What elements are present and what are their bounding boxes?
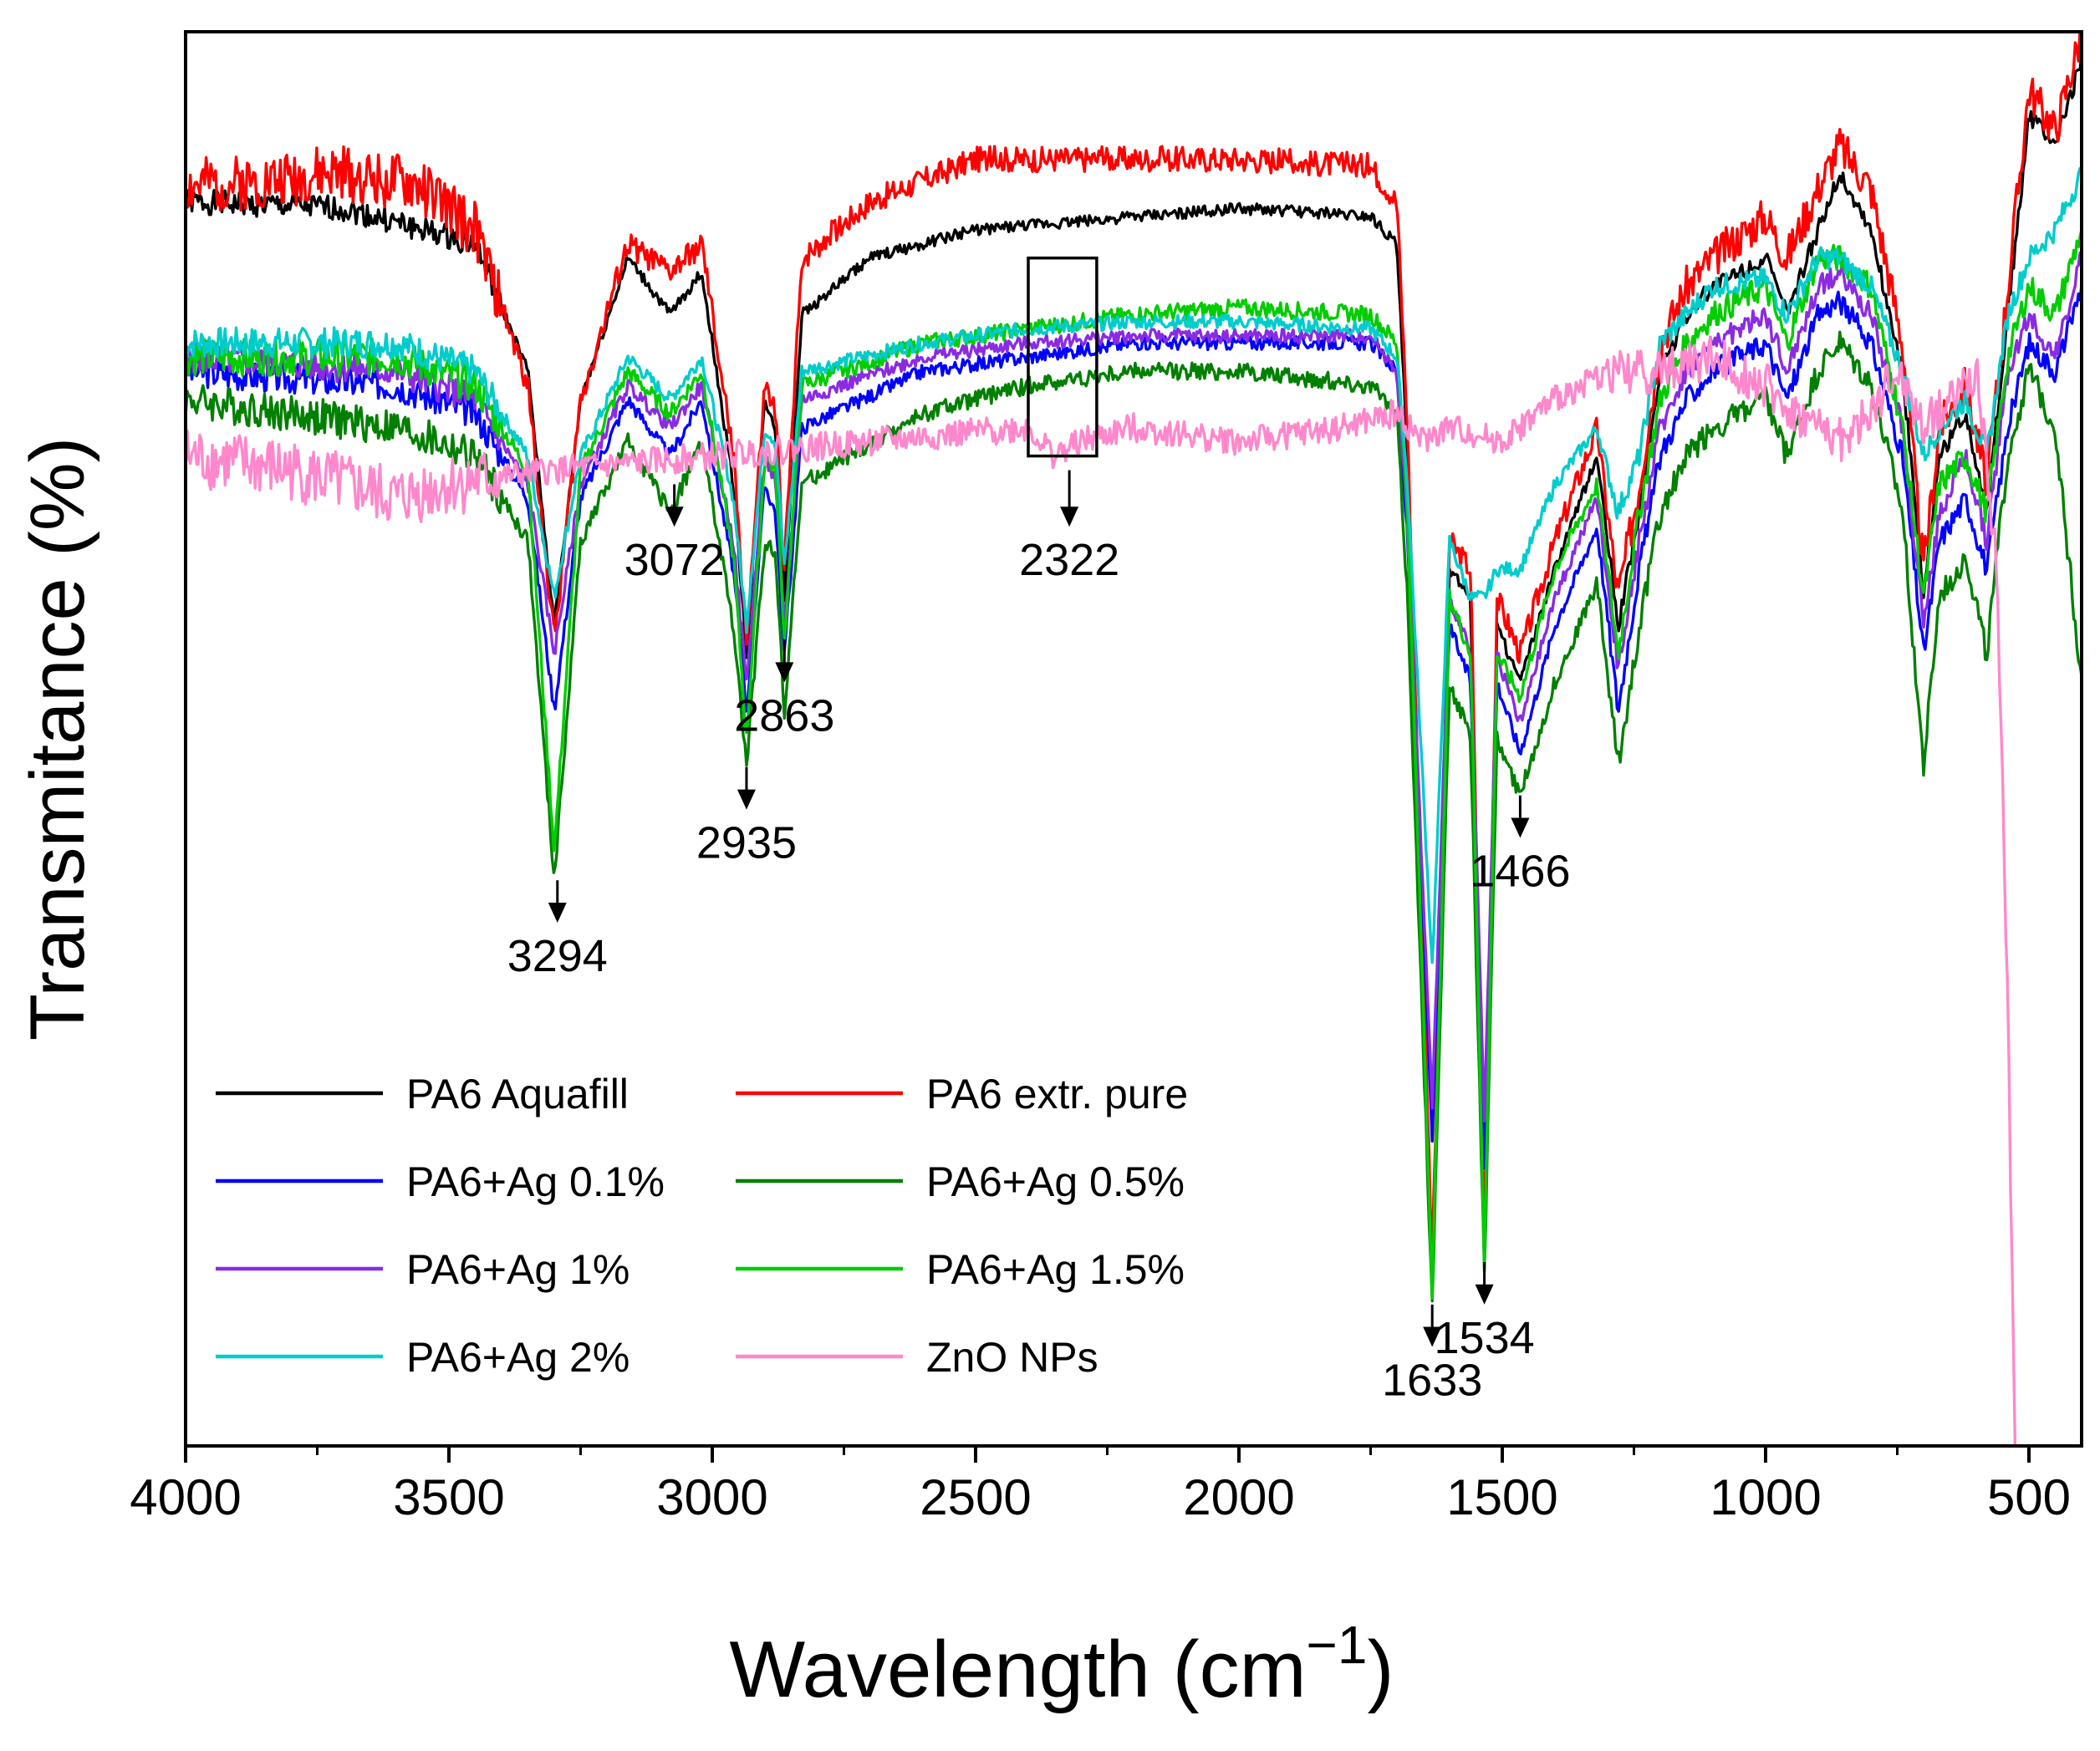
legend-entry: PA6 Aquafill	[216, 1071, 629, 1117]
peak-annotation-2863: 2863	[734, 639, 834, 741]
peak-label: 3072	[624, 535, 725, 585]
y-axis-title: Transmitance (%)	[15, 437, 100, 1041]
legend-label: PA6+Ag 2%	[406, 1334, 629, 1381]
legend-label: PA6+Ag 1%	[406, 1246, 629, 1293]
series-line-8	[186, 336, 2017, 1446]
peak-annotation-1466: 1466	[1470, 795, 1570, 896]
peak-arrow-head	[665, 506, 684, 527]
peak-annotation-3294: 3294	[507, 880, 608, 981]
peak-label: 1534	[1435, 1313, 1535, 1363]
legend-label: PA6 Aquafill	[406, 1071, 629, 1117]
peak-annotation-1534: 1534	[1435, 1262, 1535, 1363]
peak-annotation-2322: 2322	[1019, 470, 1119, 585]
plot-frame	[184, 30, 2083, 1448]
x-tick-label: 4000	[130, 1469, 241, 1525]
peak-arrow-head	[775, 662, 794, 683]
legend-entry: PA6+Ag 1.5%	[736, 1246, 1185, 1293]
peak-annotation-3072: 3072	[624, 484, 725, 585]
highlight-box	[1027, 256, 1098, 458]
peak-label: 2935	[696, 818, 797, 868]
legend-entry: ZnO NPs	[736, 1334, 1098, 1381]
legend-label: ZnO NPs	[926, 1334, 1098, 1381]
series-line-2	[186, 32, 2082, 1267]
series-line-7	[186, 166, 2082, 965]
x-tick-label: 2500	[920, 1469, 1031, 1525]
series-layer	[186, 32, 2082, 1446]
x-tick-label: 500	[1987, 1469, 2071, 1525]
x-axis-title-close: )	[1368, 1625, 1394, 1714]
legend-label: PA6+Ag 0.1%	[406, 1158, 665, 1205]
legend-entry: PA6 extr. pure	[736, 1071, 1188, 1117]
peak-arrow-head	[1060, 506, 1079, 527]
legend-entry: PA6+Ag 2%	[216, 1334, 629, 1381]
peak-arrow-head	[1475, 1284, 1494, 1305]
legend: PA6 Aquafill PA6 extr. pure PA6+Ag 0.1% PA6…	[216, 1071, 1188, 1381]
x-tick-label: 1000	[1710, 1469, 1821, 1525]
series-line-5	[186, 251, 2082, 1123]
peak-label: 2863	[734, 690, 834, 741]
x-axis-title-main: Wavelength (cm	[730, 1625, 1307, 1714]
peak-arrow-head	[548, 902, 567, 923]
x-axis-title: Wavelength (cm−1)	[730, 1615, 1394, 1714]
x-axis-title-superscript: −1	[1307, 1615, 1368, 1675]
peak-arrow-head	[1511, 817, 1530, 838]
peak-annotation-2935: 2935	[696, 766, 797, 868]
legend-label: PA6+Ag 0.5%	[926, 1158, 1185, 1205]
legend-entry: PA6+Ag 1%	[216, 1246, 629, 1293]
legend-label: PA6+Ag 1.5%	[926, 1246, 1185, 1293]
legend-label: PA6 extr. pure	[926, 1071, 1188, 1117]
peak-arrow-head	[1423, 1326, 1442, 1347]
peak-label: 1633	[1382, 1356, 1482, 1406]
axes-layer: 4000 3500 3000 2500 2000 1500 1000 500	[130, 30, 2083, 1525]
x-tick-label: 3000	[656, 1469, 767, 1525]
peak-annotation-1633: 1633	[1382, 1304, 1482, 1406]
highlight-box-layer	[1027, 256, 1098, 458]
legend-entry: PA6+Ag 0.5%	[736, 1158, 1185, 1205]
peak-label: 2322	[1019, 535, 1119, 585]
x-tick-label: 2000	[1183, 1469, 1294, 1525]
x-tick-label: 3500	[393, 1469, 504, 1525]
peak-arrow-head	[737, 789, 756, 810]
peak-label: 1466	[1470, 846, 1570, 896]
legend-entry: PA6+Ag 0.1%	[216, 1158, 665, 1205]
series-line-6	[186, 229, 2082, 1301]
series-line-3	[186, 284, 2082, 1170]
x-tick-label: 1500	[1446, 1469, 1557, 1525]
peak-label: 3294	[507, 931, 608, 981]
